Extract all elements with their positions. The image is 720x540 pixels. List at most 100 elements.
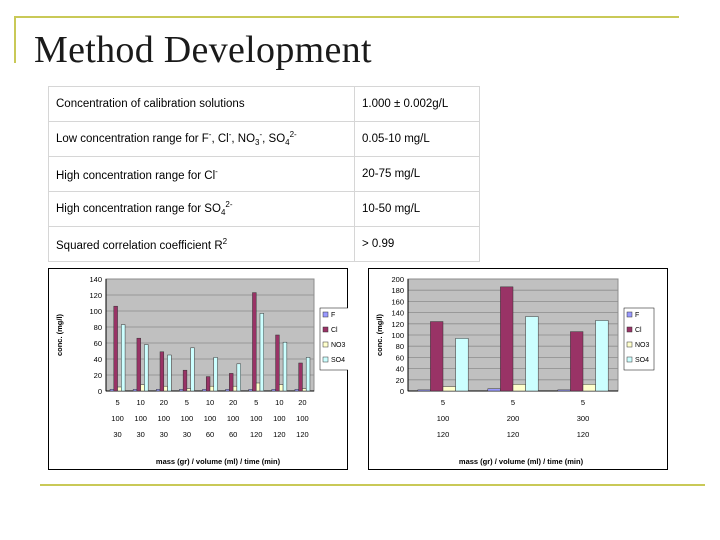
bar-no3 [186, 388, 191, 392]
x-tick-label: 5 [115, 398, 119, 407]
y-axis-title: conc. (mg/l) [375, 313, 384, 356]
bar-f [132, 389, 138, 392]
x-tick-label: 300 [577, 414, 590, 423]
table-row: High concentration range for SO42- 10-50… [48, 191, 480, 227]
table-row: Concentration of calibration solutions 1… [48, 86, 480, 122]
bar-no3 [209, 385, 215, 392]
decorative-bottom-line [40, 484, 705, 486]
y-axis-title: conc. (mg/l) [55, 313, 64, 356]
x-tick-label: 10 [136, 398, 144, 407]
bar-cl [252, 292, 257, 392]
legend-label: Cl [635, 327, 642, 334]
bar-no3 [163, 385, 168, 392]
bar-no3 [279, 384, 284, 392]
x-tick-label: 5 [441, 398, 445, 407]
legend-swatch-cl [322, 326, 329, 333]
x-tick-label: 100 [250, 414, 263, 423]
legend-label: Cl [331, 327, 338, 334]
x-tick-label: 20 [298, 398, 306, 407]
bar-f [487, 388, 501, 392]
x-tick-label: 20 [229, 398, 237, 407]
bar-so4 [259, 313, 264, 392]
legend-label: F [635, 312, 639, 319]
row-value: 0.05-10 mg/L [354, 121, 480, 157]
y-tick-label: 100 [89, 307, 102, 316]
bar-cl [113, 305, 118, 392]
bar-cl [229, 373, 234, 392]
bar-f [109, 389, 115, 392]
row-label: Low concentration range for F-, Cl-, NO3… [48, 121, 355, 157]
x-tick-label: 100 [273, 414, 286, 423]
bar-no3 [302, 388, 307, 392]
bar-so4 [282, 341, 288, 392]
bar-f [202, 389, 207, 392]
table-row: High concentration range for Cl- 20-75 m… [48, 156, 480, 192]
bar-cl [298, 362, 303, 392]
decorative-vertical-line [14, 16, 16, 63]
bar-cl [500, 286, 514, 392]
bar-no3 [232, 385, 238, 392]
bar-so4 [455, 338, 469, 392]
y-tick-label: 100 [391, 331, 404, 340]
bar-f [156, 389, 161, 392]
x-tick-label: 10 [206, 398, 214, 407]
bar-no3 [255, 382, 261, 392]
y-tick-label: 80 [396, 342, 404, 351]
decorative-top-line [14, 16, 679, 18]
bar-f [225, 389, 230, 392]
legend-label: F [331, 312, 335, 319]
bar-f [271, 389, 276, 392]
y-tick-label: 0 [400, 387, 404, 396]
x-tick-label: 100 [181, 414, 194, 423]
legend-swatch-f [626, 311, 633, 318]
legend-swatch-cl [626, 326, 633, 333]
legend-swatch-no3 [322, 341, 329, 348]
bar-no3 [582, 384, 596, 392]
row-label: Concentration of calibration solutions [48, 86, 355, 122]
bar-cl [159, 351, 165, 392]
bar-cl [430, 321, 444, 392]
y-tick-label: 140 [89, 275, 102, 284]
x-tick-label: 30 [160, 430, 168, 439]
row-value: 1.000 ± 0.002g/L [354, 86, 480, 122]
legend-label: SO4 [331, 357, 345, 364]
bar-no3 [442, 386, 456, 392]
y-tick-label: 120 [391, 320, 404, 329]
bar-so4 [595, 320, 609, 392]
bar-f [179, 389, 184, 392]
bar-so4 [236, 363, 241, 392]
x-tick-label: 100 [227, 414, 240, 423]
parameters-table: Concentration of calibration solutions 1… [48, 86, 480, 262]
x-tick-label: 120 [296, 430, 309, 439]
y-tick-label: 180 [391, 286, 404, 295]
bar-f [248, 389, 253, 392]
legend-swatch-so4 [322, 356, 329, 363]
x-tick-label: 60 [229, 430, 237, 439]
bar-so4 [121, 324, 126, 392]
legend-swatch-f [322, 311, 329, 318]
x-tick-label: 100 [134, 414, 147, 423]
chart-right: 0 20 40 60 80 100 120 140 160 180 200 5 100 120 5 200 12… [368, 268, 668, 470]
x-tick-label: 100 [437, 414, 450, 423]
x-tick-label: 30 [113, 430, 121, 439]
x-tick-label: 120 [577, 430, 590, 439]
bar-cl [136, 337, 141, 392]
bar-so4 [167, 354, 172, 392]
legend-label: NO3 [635, 342, 650, 349]
bar-cl [570, 331, 584, 392]
chart-left: 0 20 40 60 80 100 120 140 5 100 30 10 100 30 20 100 30 5 1… [48, 268, 348, 470]
x-axis-title: mass (gr) / volume (ml) / time (min) [156, 457, 281, 466]
chart-left-svg: 0 20 40 60 80 100 120 140 5 100 30 10 100 30 20 100 30 5 1… [48, 268, 348, 470]
y-tick-label: 120 [89, 291, 102, 300]
bar-so4 [305, 357, 311, 392]
bar-so4 [190, 347, 195, 392]
y-tick-label: 200 [391, 275, 404, 284]
y-tick-label: 60 [94, 339, 102, 348]
row-label: High concentration range for SO42- [48, 191, 355, 227]
slide-title: Method Development [34, 29, 372, 71]
bar-cl [182, 369, 188, 392]
x-tick-label: 60 [206, 430, 214, 439]
bar-f [417, 389, 431, 392]
x-tick-label: 5 [185, 398, 189, 407]
bar-cl [275, 334, 280, 392]
